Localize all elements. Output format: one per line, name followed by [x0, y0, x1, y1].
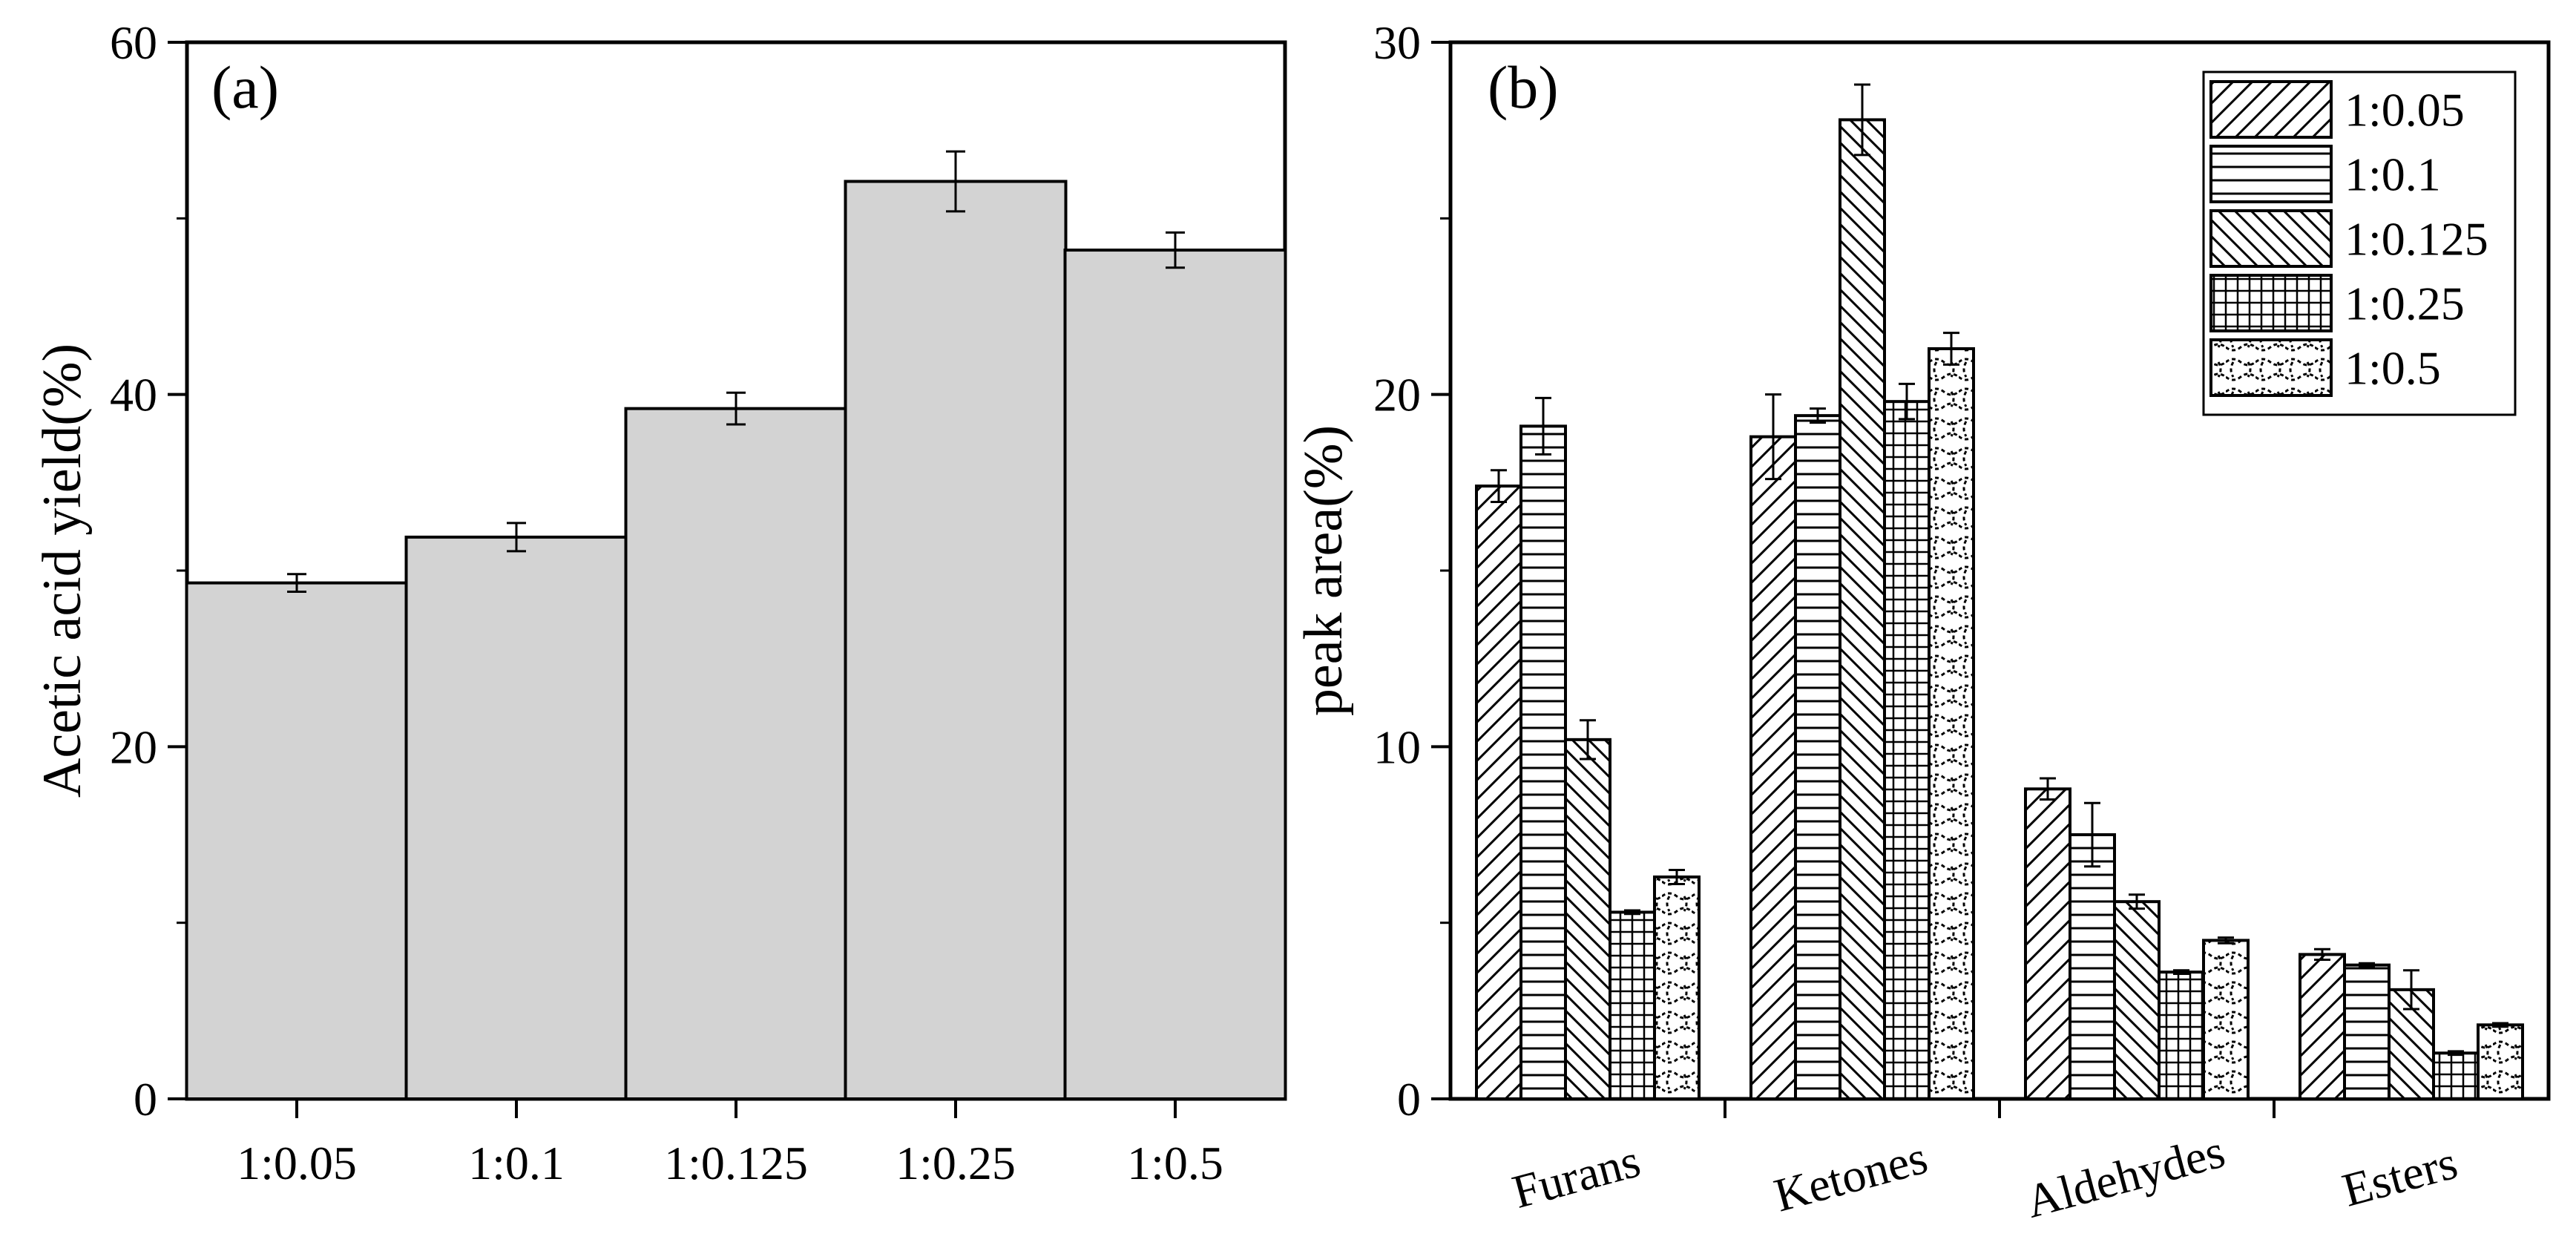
panel-b-error-bar-Ketones-1:0.5: [1943, 332, 1959, 366]
panel-a-error-bar-1:0.5: [1166, 231, 1185, 269]
panel-b-bar-Ketones-1:0.05: [1749, 435, 1797, 1100]
panel-b-bar-Aldehydes-1:0.05: [2024, 787, 2071, 1100]
legend-label-1:0.5: 1:0.5: [2345, 342, 2441, 395]
panel-a-x-tick-label: 1:0.5: [1127, 1137, 1223, 1189]
panel-a-bar-1:0.5: [1063, 249, 1287, 1100]
panel-b-error-bar-Ketones-1:0.05: [1765, 393, 1781, 481]
panel-a-error-bar-1:0.05: [287, 573, 306, 593]
panel-b-error-bar-Aldehydes-1:0.125: [2129, 893, 2145, 910]
panel-a-bar-1:0.125: [624, 407, 848, 1100]
panel-a-bar-1:0.1: [404, 535, 628, 1100]
panel-a-error-bar-1:0.1: [507, 522, 526, 553]
panel-a-x-tick-label: 1:0.125: [664, 1137, 808, 1189]
panel-b-y-tick-label: 0: [1397, 1073, 1421, 1126]
panel-b-y-axis-label: peak area(%): [1293, 425, 1354, 716]
panel-a: (a) Acetic acid yield(%) 0 20 40 60 1:0.05 1:…: [32, 16, 1287, 1189]
legend-swatch-1:0.125: [2209, 209, 2333, 268]
panel-b-error-bar-Esters-1:0.125: [2403, 969, 2419, 1011]
panel-b-bar-Ketones-1:0.125: [1839, 118, 1886, 1101]
panel-b-bar-Aldehydes-1:0.5: [2202, 939, 2250, 1101]
panel-b: (b) peak area(%) 0 10 20 30 Furans Ketones Ald…: [1293, 16, 2551, 1228]
panel-b-y-tick-label: 30: [1373, 16, 1421, 69]
panel-b-error-bar-Furans-1:0.1: [1535, 396, 1551, 456]
panel-b-bar-Esters-1:0.5: [2477, 1023, 2524, 1100]
legend-swatch-1:0.25: [2209, 274, 2333, 332]
legend-label-1:0.25: 1:0.25: [2345, 277, 2465, 330]
panel-b-error-bar-Esters-1:0.05: [2314, 948, 2330, 962]
panel-b-error-bar-Furans-1:0.25: [1624, 909, 1640, 916]
panel-a-bar-1:0.05: [185, 581, 409, 1100]
panel-b-error-bar-Ketones-1:0.125: [1854, 83, 1870, 157]
panel-a-bar-1:0.25: [844, 180, 1068, 1101]
panel-a-y-tick-label: 40: [110, 369, 157, 421]
panel-b-bar-Aldehydes-1:0.125: [2113, 900, 2161, 1100]
panel-b-error-bar-Ketones-1:0.1: [1810, 407, 1826, 424]
legend-swatch-1:0.5: [2209, 338, 2333, 397]
panel-a-bars: [185, 150, 1287, 1101]
panel-b-x-tick-label: Esters: [2337, 1136, 2462, 1217]
panel-b-bar-Aldehydes-1:0.25: [2158, 971, 2205, 1100]
panel-b-error-bar-Aldehydes-1:0.1: [2084, 801, 2100, 868]
panel-a-y-tick-label: 0: [134, 1073, 157, 1126]
panel-b-x-tick-label: Furans: [1507, 1134, 1646, 1218]
panel-b-label: (b): [1488, 53, 1559, 121]
panel-b-bar-Ketones-1:0.1: [1794, 414, 1841, 1100]
panel-b-y-tick-label: 10: [1373, 720, 1421, 773]
legend-label-1:0.1: 1:0.1: [2345, 148, 2441, 201]
panel-b-error-bar-Aldehydes-1:0.05: [2040, 777, 2056, 801]
panel-b-bar-Esters-1:0.25: [2432, 1051, 2480, 1100]
legend-swatch-1:0.05: [2209, 80, 2333, 139]
panel-b-error-bar-Furans-1:0.125: [1580, 719, 1596, 761]
panel-a-x-tick-label: 1:0.05: [237, 1137, 357, 1189]
panel-b-y-tick-label: 20: [1373, 369, 1421, 421]
panel-b-error-bar-Esters-1:0.5: [2492, 1022, 2508, 1028]
panel-b-bar-Furans-1:0.05: [1475, 485, 1522, 1100]
panel-b-error-bar-Aldehydes-1:0.5: [2218, 936, 2234, 945]
panel-a-ticks: 0 20 40 60 1:0.05 1:0.1 1:0.125 1:0.25 1:0.5: [110, 16, 1223, 1189]
panel-b-bar-Furans-1:0.1: [1519, 424, 1567, 1100]
panel-a-y-tick-label: 20: [110, 720, 157, 773]
panel-b-error-bar-Ketones-1:0.25: [1899, 382, 1915, 421]
panel-a-x-tick-label: 1:0.25: [896, 1137, 1016, 1189]
panel-b-bar-Furans-1:0.25: [1609, 910, 1656, 1100]
panel-b-error-bar-Furans-1:0.5: [1669, 868, 1685, 885]
panel-b-bar-Esters-1:0.1: [2343, 963, 2391, 1101]
panel-a-error-bar-1:0.125: [726, 391, 746, 426]
panel-b-legend: 1:0.05 1:0.1 1:0.125 1:0.25 1:0.5: [2202, 70, 2517, 416]
panel-b-x-tick-label: Aldehydes: [2020, 1125, 2230, 1228]
panel-b-bar-Ketones-1:0.25: [1883, 400, 1931, 1100]
legend-swatch-1:0.1: [2209, 145, 2333, 203]
panel-b-bar-Ketones-1:0.5: [1928, 347, 1975, 1100]
panel-a-y-tick-label: 60: [110, 16, 157, 69]
panel-b-bars: [1475, 83, 2524, 1101]
panel-b-bar-Furans-1:0.5: [1653, 875, 1701, 1100]
panel-a-x-tick-label: 1:0.1: [468, 1137, 565, 1189]
panel-b-error-bar-Furans-1:0.05: [1491, 469, 1507, 503]
panel-a-error-bar-1:0.25: [946, 150, 965, 213]
panel-b-bar-Furans-1:0.125: [1564, 738, 1611, 1101]
legend-label-1:0.05: 1:0.05: [2345, 84, 2465, 137]
panel-b-error-bar-Esters-1:0.1: [2359, 962, 2375, 968]
panel-b-bar-Esters-1:0.05: [2299, 953, 2346, 1101]
legend-label-1:0.125: 1:0.125: [2345, 213, 2488, 266]
panel-b-error-bar-Esters-1:0.25: [2448, 1050, 2464, 1057]
panel-b-bar-Aldehydes-1:0.1: [2069, 833, 2116, 1100]
panel-a-y-axis-label: Acetic acid yield(%): [32, 344, 93, 798]
panel-b-error-bar-Aldehydes-1:0.25: [2173, 969, 2189, 975]
panel-b-x-tick-label: Ketones: [1769, 1131, 1933, 1222]
panel-a-label: (a): [211, 53, 279, 121]
